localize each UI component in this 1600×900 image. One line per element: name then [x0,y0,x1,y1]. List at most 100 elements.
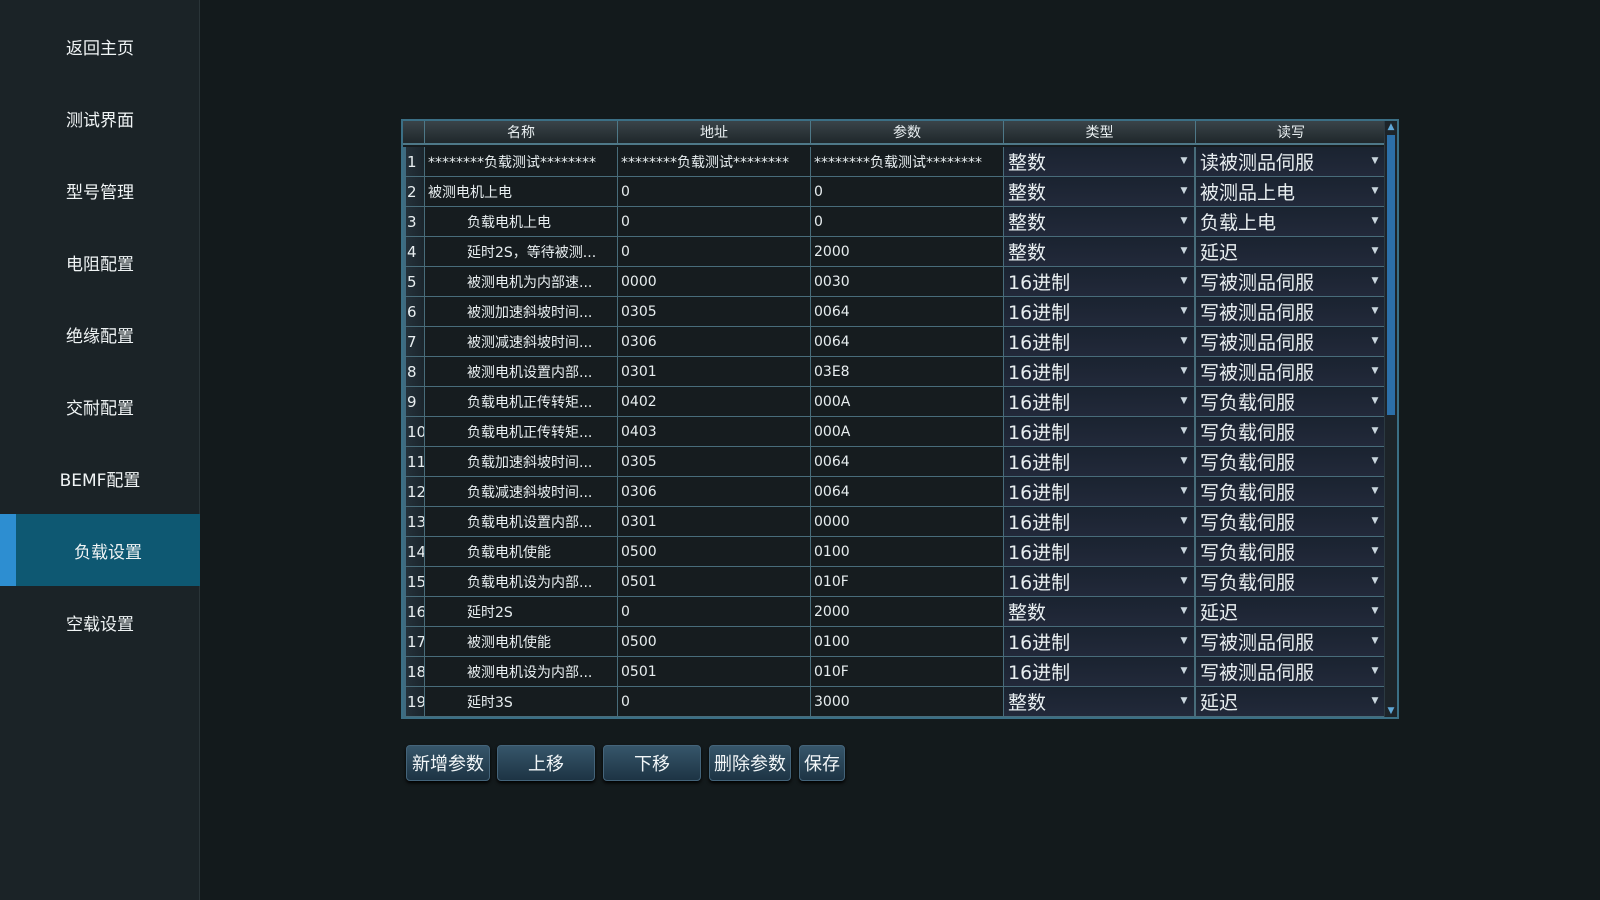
param-cell[interactable]: ********负载测试******** [811,147,1004,177]
chevron-down-icon[interactable]: ▼ [1180,306,1188,316]
param-cell[interactable]: 000A [811,417,1004,447]
address-cell[interactable]: 0 [618,207,811,237]
chevron-down-icon[interactable]: ▼ [1180,276,1188,286]
address-cell[interactable]: 0 [618,177,811,207]
param-cell[interactable]: 03E8 [811,357,1004,387]
type-select[interactable]: 整数 ▼ [1004,147,1196,177]
scroll-up-icon[interactable]: ▲ [1387,122,1395,132]
address-cell[interactable]: 0501 [618,567,811,597]
table-row[interactable]: 18 被测电机设为内部... 0501 010F 16进制 ▼ 写被测品伺服 ▼ [403,657,1387,687]
sidebar-item-7[interactable]: 负载设置 [0,514,200,586]
scrollbar-thumb[interactable] [1387,135,1395,415]
readwrite-select[interactable]: 写负载伺服 ▼ [1196,507,1387,537]
table-row[interactable]: 15 负载电机设为内部... 0501 010F 16进制 ▼ 写负载伺服 ▼ [403,567,1387,597]
chevron-down-icon[interactable]: ▼ [1180,576,1188,586]
readwrite-select[interactable]: 延迟 ▼ [1196,597,1387,627]
sidebar-item-2[interactable]: 型号管理 [0,154,200,226]
chevron-down-icon[interactable]: ▼ [1371,636,1379,646]
name-cell[interactable]: 负载电机设置内部... [425,507,618,537]
table-row[interactable]: 2 被测电机上电 0 0 整数 ▼ 被测品上电 ▼ [403,177,1387,207]
param-cell[interactable]: 0064 [811,477,1004,507]
readwrite-select[interactable]: 写负载伺服 ▼ [1196,567,1387,597]
chevron-down-icon[interactable]: ▼ [1371,666,1379,676]
name-cell[interactable]: 延时3S [425,687,618,717]
readwrite-select[interactable]: 读被测品伺服 ▼ [1196,147,1387,177]
type-select[interactable]: 整数 ▼ [1004,207,1196,237]
param-cell[interactable]: 010F [811,567,1004,597]
name-cell[interactable]: 延时2S，等待被测... [425,237,618,267]
name-cell[interactable]: 负载电机设为内部... [425,567,618,597]
chevron-down-icon[interactable]: ▼ [1371,276,1379,286]
type-select[interactable]: 16进制 ▼ [1004,297,1196,327]
param-cell[interactable]: 2000 [811,597,1004,627]
header-type[interactable]: 类型 [1004,121,1196,145]
type-select[interactable]: 16进制 ▼ [1004,627,1196,657]
table-row[interactable]: 10 负载电机正传转矩... 0403 000A 16进制 ▼ 写负载伺服 ▼ [403,417,1387,447]
sidebar-item-6[interactable]: BEMF配置 [0,442,200,514]
chevron-down-icon[interactable]: ▼ [1180,456,1188,466]
chevron-down-icon[interactable]: ▼ [1180,426,1188,436]
chevron-down-icon[interactable]: ▼ [1180,486,1188,496]
chevron-down-icon[interactable]: ▼ [1371,156,1379,166]
chevron-down-icon[interactable]: ▼ [1371,336,1379,346]
name-cell[interactable]: 被测电机设为内部... [425,657,618,687]
table-row[interactable]: 8 被测电机设置内部... 0301 03E8 16进制 ▼ 写被测品伺服 ▼ [403,357,1387,387]
readwrite-select[interactable]: 写被测品伺服 ▼ [1196,657,1387,687]
chevron-down-icon[interactable]: ▼ [1180,186,1188,196]
param-cell[interactable]: 0030 [811,267,1004,297]
type-select[interactable]: 整数 ▼ [1004,597,1196,627]
type-select[interactable]: 整数 ▼ [1004,237,1196,267]
readwrite-select[interactable]: 写被测品伺服 ▼ [1196,327,1387,357]
param-cell[interactable]: 0000 [811,507,1004,537]
chevron-down-icon[interactable]: ▼ [1371,696,1379,706]
chevron-down-icon[interactable]: ▼ [1180,156,1188,166]
type-select[interactable]: 16进制 ▼ [1004,327,1196,357]
readwrite-select[interactable]: 写负载伺服 ▼ [1196,477,1387,507]
address-cell[interactable]: 0305 [618,447,811,477]
type-select[interactable]: 16进制 ▼ [1004,387,1196,417]
sidebar-item-8[interactable]: 空载设置 [0,586,200,658]
type-select[interactable]: 16进制 ▼ [1004,267,1196,297]
chevron-down-icon[interactable]: ▼ [1180,396,1188,406]
table-row[interactable]: 17 被测电机使能 0500 0100 16进制 ▼ 写被测品伺服 ▼ [403,627,1387,657]
chevron-down-icon[interactable]: ▼ [1180,606,1188,616]
move-up-button[interactable]: 上移 [497,745,595,781]
param-cell[interactable]: 0 [811,207,1004,237]
add-param-button[interactable]: 新增参数 [406,745,490,781]
table-row[interactable]: 4 延时2S，等待被测... 0 2000 整数 ▼ 延迟 ▼ [403,237,1387,267]
name-cell[interactable]: 负载电机正传转矩... [425,417,618,447]
name-cell[interactable]: 被测电机使能 [425,627,618,657]
chevron-down-icon[interactable]: ▼ [1371,516,1379,526]
type-select[interactable]: 16进制 ▼ [1004,417,1196,447]
name-cell[interactable]: 负载加速斜坡时间... [425,447,618,477]
readwrite-select[interactable]: 负载上电 ▼ [1196,207,1387,237]
type-select[interactable]: 16进制 ▼ [1004,507,1196,537]
type-select[interactable]: 16进制 ▼ [1004,447,1196,477]
chevron-down-icon[interactable]: ▼ [1180,336,1188,346]
header-address[interactable]: 地址 [618,121,811,145]
chevron-down-icon[interactable]: ▼ [1371,576,1379,586]
header-param[interactable]: 参数 [811,121,1004,145]
address-cell[interactable]: 0 [618,237,811,267]
header-readwrite[interactable]: 读写 [1196,121,1387,145]
table-row[interactable]: 14 负载电机使能 0500 0100 16进制 ▼ 写负载伺服 ▼ [403,537,1387,567]
chevron-down-icon[interactable]: ▼ [1180,516,1188,526]
type-select[interactable]: 16进制 ▼ [1004,567,1196,597]
readwrite-select[interactable]: 被测品上电 ▼ [1196,177,1387,207]
type-select[interactable]: 整数 ▼ [1004,177,1196,207]
chevron-down-icon[interactable]: ▼ [1180,636,1188,646]
param-cell[interactable]: 0100 [811,537,1004,567]
address-cell[interactable]: 0306 [618,327,811,357]
chevron-down-icon[interactable]: ▼ [1371,186,1379,196]
sidebar-item-3[interactable]: 电阻配置 [0,226,200,298]
move-down-button[interactable]: 下移 [603,745,701,781]
table-row[interactable]: 19 延时3S 0 3000 整数 ▼ 延迟 ▼ [403,687,1387,717]
address-cell[interactable]: 0000 [618,267,811,297]
table-row[interactable]: 1 ********负载测试******** ********负载测试*******… [403,147,1387,177]
table-row[interactable]: 13 负载电机设置内部... 0301 0000 16进制 ▼ 写负载伺服 ▼ [403,507,1387,537]
type-select[interactable]: 16进制 ▼ [1004,477,1196,507]
address-cell[interactable]: 0500 [618,537,811,567]
param-cell[interactable]: 0064 [811,447,1004,477]
type-select[interactable]: 16进制 ▼ [1004,537,1196,567]
param-cell[interactable]: 0100 [811,627,1004,657]
